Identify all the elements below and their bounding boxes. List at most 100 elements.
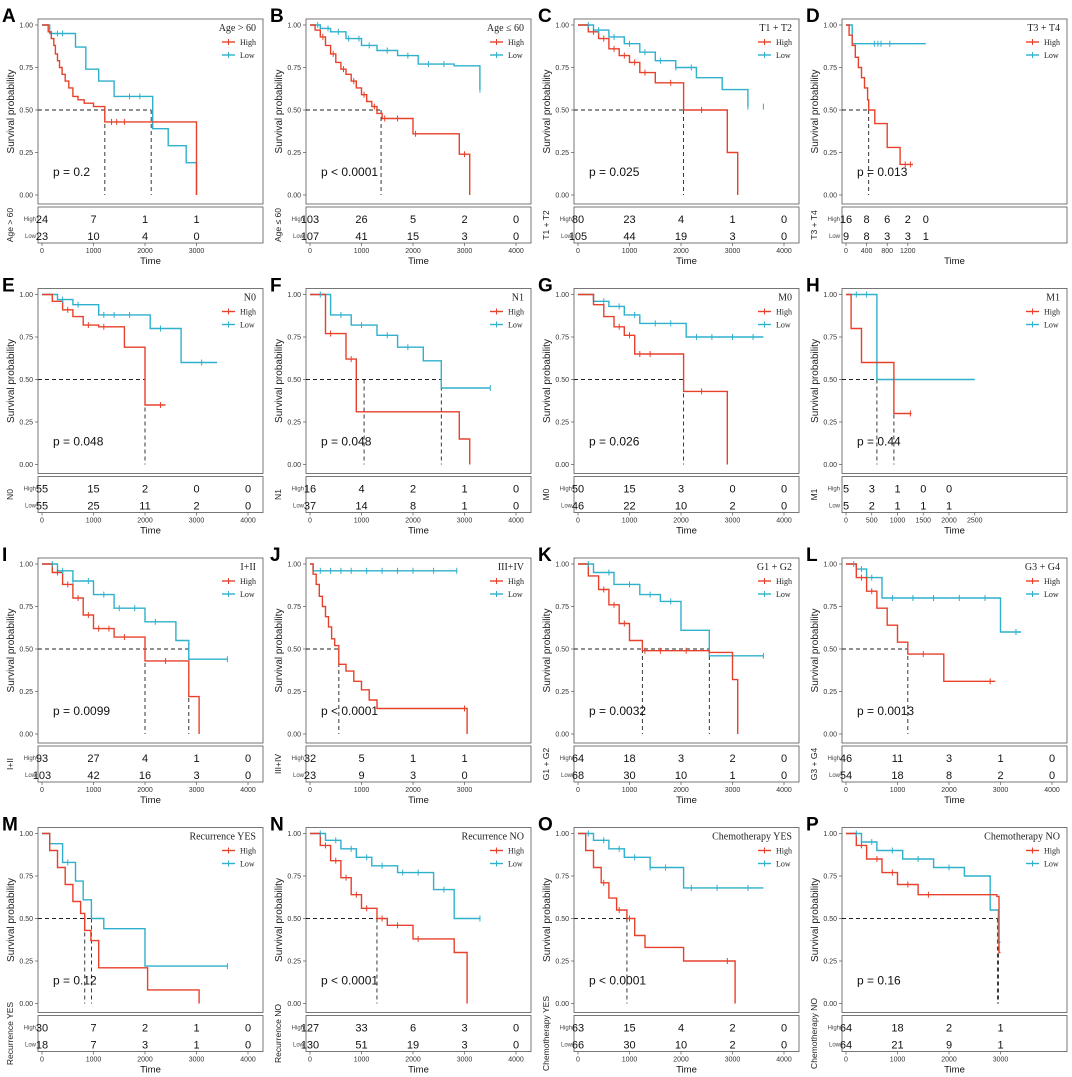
y-tick-label: 1.00 bbox=[287, 831, 301, 838]
panel-e: E Survival probability 0.00 0.25 0.50 0.75 1.0… bbox=[2, 276, 264, 537]
risk-count-low: 0 bbox=[513, 231, 519, 243]
series-low-curve bbox=[578, 293, 764, 338]
risk-count-high: 0 bbox=[245, 484, 251, 496]
y-tick-label: 1.00 bbox=[555, 562, 569, 569]
panel-title: I+II bbox=[240, 562, 256, 573]
series-high-curve bbox=[578, 293, 728, 465]
panel-letter: G bbox=[538, 276, 553, 297]
x-tick-label: 0 bbox=[576, 518, 580, 525]
y-tick-label: 0.00 bbox=[287, 732, 301, 739]
panel-title: Chemotherapy NO bbox=[984, 832, 1060, 843]
x-tick-label: 1000 bbox=[622, 1057, 638, 1064]
risk-table-frame bbox=[841, 745, 1068, 783]
legend-high-label: High bbox=[776, 38, 792, 47]
risk-row-label-high: High bbox=[24, 1026, 36, 1032]
y-tick-label: 0.25 bbox=[555, 420, 569, 427]
x-tick-label: 2000 bbox=[941, 787, 957, 794]
legend-low-label: Low bbox=[1044, 321, 1059, 330]
x-tick-label: 2000 bbox=[405, 1057, 421, 1064]
y-tick-label: 0.75 bbox=[287, 604, 301, 611]
risk-count-high: 2 bbox=[142, 484, 148, 496]
y-tick-label: 0.00 bbox=[19, 732, 33, 739]
risk-count-low: 9 bbox=[358, 770, 364, 782]
risk-count-low: 7 bbox=[90, 1040, 96, 1052]
y-tick-label: 0.00 bbox=[823, 1001, 837, 1008]
risk-count-low: 10 bbox=[675, 1040, 687, 1052]
risk-count-low: 4 bbox=[142, 231, 148, 243]
y-tick-label: 1.00 bbox=[823, 23, 837, 30]
x-tick-label: 0 bbox=[844, 248, 848, 255]
legend-high-label: High bbox=[776, 847, 792, 856]
risk-table-strata-label: Age > 60 bbox=[5, 208, 15, 243]
x-tick-label: 4000 bbox=[508, 518, 524, 525]
series-low-curve bbox=[578, 832, 764, 889]
legend-low-label: Low bbox=[1044, 860, 1059, 869]
y-tick-label: 0.50 bbox=[555, 108, 569, 115]
risk-count-high: 18 bbox=[891, 1023, 903, 1035]
p-value: p = 0.44 bbox=[857, 435, 901, 449]
x-axis-label: Time bbox=[140, 1065, 161, 1076]
y-tick-label: 0.25 bbox=[555, 689, 569, 696]
y-tick-label: 0.25 bbox=[555, 959, 569, 966]
risk-count-low: 3 bbox=[884, 231, 890, 243]
panel-letter: D bbox=[806, 6, 820, 27]
risk-count-high: 15 bbox=[87, 484, 99, 496]
y-axis-label: Survival probability bbox=[810, 339, 821, 423]
y-tick-label: 0.75 bbox=[555, 65, 569, 72]
risk-count-low: 105 bbox=[569, 231, 587, 243]
risk-count-high: 3 bbox=[678, 484, 684, 496]
legend-high-label: High bbox=[776, 577, 792, 586]
x-tick-label: 4000 bbox=[240, 518, 256, 525]
p-value: p = 0.0032 bbox=[589, 704, 646, 718]
legend-high-label: High bbox=[508, 847, 524, 856]
risk-count-low: 44 bbox=[623, 231, 635, 243]
risk-row-label-low: Low bbox=[561, 1043, 573, 1049]
y-axis-label: Survival probability bbox=[274, 70, 285, 154]
x-tick-label: 1000 bbox=[354, 248, 370, 255]
risk-count-high: 5 bbox=[410, 214, 416, 226]
series-high-curve bbox=[42, 24, 198, 195]
y-tick-label: 0.50 bbox=[19, 647, 33, 654]
risk-count-high: 6 bbox=[410, 1023, 416, 1035]
series-low-curve bbox=[310, 563, 457, 572]
risk-count-low: 1 bbox=[997, 1040, 1003, 1052]
x-axis-label: Time bbox=[408, 1065, 429, 1076]
plot-frame bbox=[573, 557, 800, 744]
y-tick-label: 0.75 bbox=[19, 874, 33, 881]
risk-table-strata-label: M0 bbox=[541, 488, 551, 500]
x-tick-label: 1000 bbox=[622, 518, 638, 525]
panel-title: Recurrence NO bbox=[462, 832, 524, 843]
risk-count-low: 1 bbox=[193, 1040, 199, 1052]
risk-count-low: 51 bbox=[355, 1040, 367, 1052]
y-tick-label: 0.00 bbox=[823, 193, 837, 200]
risk-count-low: 0 bbox=[513, 501, 519, 513]
risk-count-high: 3 bbox=[869, 484, 875, 496]
risk-table-frame bbox=[37, 745, 264, 783]
y-tick-label: 0.00 bbox=[287, 193, 301, 200]
risk-count-high: 15 bbox=[623, 1023, 635, 1035]
risk-table-frame bbox=[37, 1015, 264, 1052]
panel-d: D Survival probability 0.00 0.25 0.50 0.75 1.0… bbox=[806, 6, 1068, 267]
p-value: p = 0.16 bbox=[857, 974, 901, 988]
x-tick-label: 0 bbox=[40, 787, 44, 794]
risk-count-high: 93 bbox=[36, 753, 48, 765]
x-tick-label: 3000 bbox=[993, 1057, 1009, 1064]
legend-low-label: Low bbox=[508, 321, 523, 330]
risk-count-high: 2 bbox=[142, 1023, 148, 1035]
series-low-curve bbox=[310, 832, 480, 920]
risk-count-low: 9 bbox=[946, 1040, 952, 1052]
x-tick-label: 0 bbox=[576, 787, 580, 794]
series-low-curve bbox=[42, 832, 228, 967]
risk-count-high: 2 bbox=[410, 484, 416, 496]
risk-count-low: 1 bbox=[923, 231, 929, 243]
risk-count-high: 1 bbox=[193, 214, 199, 226]
risk-row-label-high: High bbox=[24, 756, 36, 762]
panel-letter: E bbox=[2, 276, 15, 297]
panel-letter: O bbox=[538, 815, 553, 836]
legend-high-label: High bbox=[1044, 577, 1060, 586]
risk-table-strata-label: G3 + G4 bbox=[809, 748, 819, 781]
risk-count-high: 1 bbox=[894, 484, 900, 496]
risk-row-label-high: High bbox=[560, 1026, 572, 1032]
x-tick-label: 3000 bbox=[725, 1057, 741, 1064]
y-tick-label: 1.00 bbox=[287, 292, 301, 299]
